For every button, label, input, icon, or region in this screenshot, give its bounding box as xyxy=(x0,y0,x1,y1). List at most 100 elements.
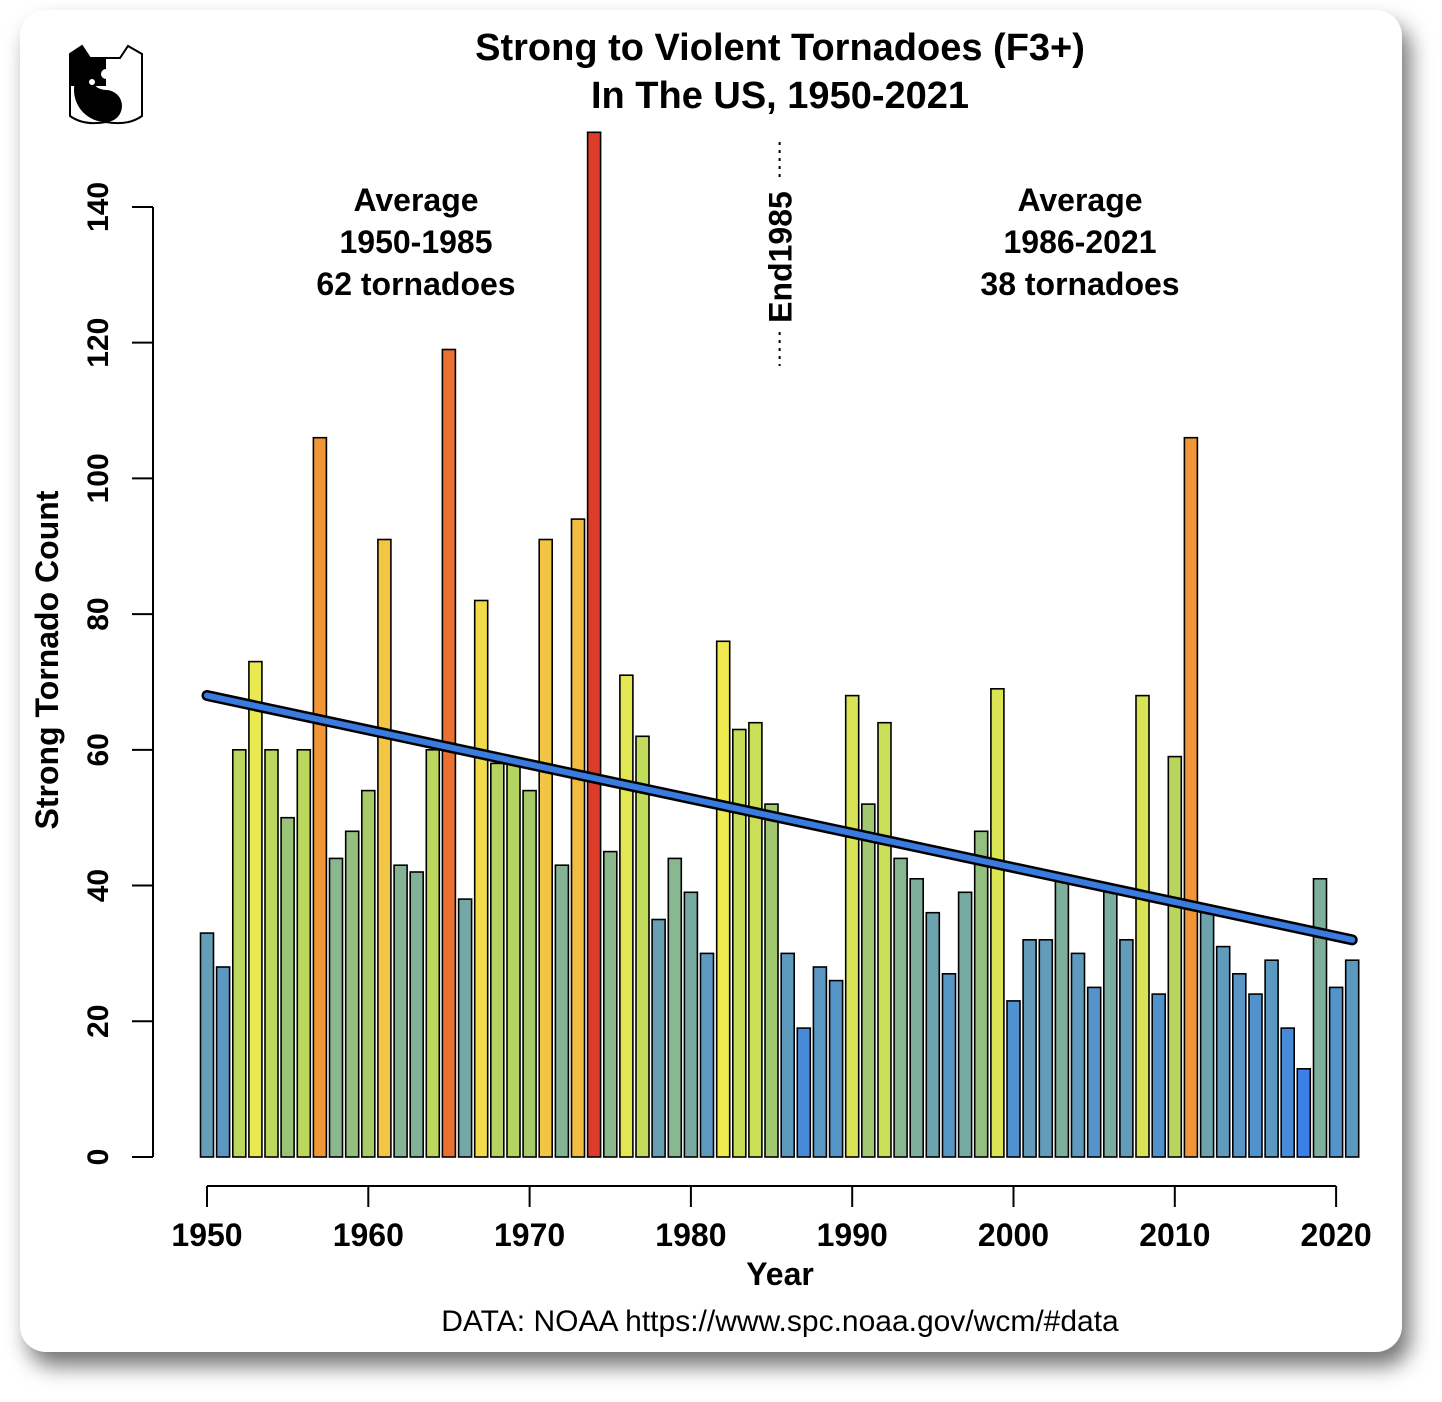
bar-2012 xyxy=(1199,911,1215,1158)
bar-1953 xyxy=(248,660,263,1158)
x-tick-label-1950: 1950 xyxy=(171,1217,242,1253)
bar-1994 xyxy=(909,877,925,1158)
y-tick-label-0: 0 xyxy=(82,1149,115,1166)
right-avg-line3: 38 tornadoes xyxy=(980,266,1179,302)
bar-2013 xyxy=(1215,945,1231,1158)
bars-group xyxy=(199,131,1360,1158)
bar-1997 xyxy=(957,891,973,1158)
bar-1980 xyxy=(683,891,699,1158)
bar-2020 xyxy=(1328,986,1344,1158)
bar-1977 xyxy=(635,735,650,1158)
bar-1955 xyxy=(280,816,295,1158)
bar-2008 xyxy=(1135,694,1150,1158)
trend-line xyxy=(204,692,1356,943)
y-tick-label-20: 20 xyxy=(82,1005,115,1038)
bar-1960 xyxy=(360,789,376,1158)
y-ticks: 0 20 40 60 80 100 120 140 xyxy=(82,182,153,1165)
y-tick-label-120: 120 xyxy=(82,318,115,368)
trend-line-group xyxy=(201,690,1358,946)
bar-1970 xyxy=(522,789,537,1158)
y-tick-label-40: 40 xyxy=(82,869,115,902)
bar-1986 xyxy=(780,952,796,1158)
bar-1985 xyxy=(764,803,779,1158)
chart-card: Strong to Violent Tornadoes (F3+) In The… xyxy=(20,10,1402,1352)
bar-2018 xyxy=(1296,1068,1312,1158)
bar-2009 xyxy=(1151,993,1166,1158)
right-avg-line2: 1986-2021 xyxy=(1003,224,1156,260)
bar-1984 xyxy=(748,721,763,1158)
bar-1964 xyxy=(425,748,441,1158)
bar-1962 xyxy=(393,864,408,1158)
x-tick-label-1980: 1980 xyxy=(655,1217,726,1253)
bar-1990 xyxy=(844,694,860,1158)
right-avg-line1: Average xyxy=(1017,182,1142,218)
bar-1993 xyxy=(893,857,908,1158)
x-tick-label-2000: 2000 xyxy=(978,1217,1049,1253)
bar-1988 xyxy=(812,966,828,1158)
bar-2000 xyxy=(1006,1000,1021,1158)
y-tick-label-140: 140 xyxy=(82,182,115,232)
bar-2006 xyxy=(1103,884,1118,1158)
bar-1952 xyxy=(232,748,247,1158)
y-tick-label-60: 60 xyxy=(82,733,115,766)
left-avg-line3: 62 tornadoes xyxy=(316,266,515,302)
bar-2003 xyxy=(1054,877,1070,1158)
x-tick-label-2020: 2020 xyxy=(1301,1217,1372,1253)
bar-1998 xyxy=(973,830,989,1158)
bar-2016 xyxy=(1264,959,1279,1158)
bar-2002 xyxy=(1038,938,1054,1158)
chart-title-line1: Strong to Violent Tornadoes (F3+) xyxy=(475,27,1085,69)
bar-1983 xyxy=(731,728,747,1158)
bar-1979 xyxy=(667,857,683,1158)
bar-2017 xyxy=(1280,1027,1295,1158)
bar-2004 xyxy=(1070,952,1086,1158)
bar-1968 xyxy=(489,762,505,1158)
left-avg-line2: 1950-1985 xyxy=(339,224,492,260)
logo-icon xyxy=(69,44,143,125)
bar-1957 xyxy=(312,436,328,1158)
chart-title-line2: In The US, 1950-2021 xyxy=(591,75,969,117)
bar-1978 xyxy=(651,918,666,1158)
left-avg-line1: Average xyxy=(353,182,478,218)
bar-1989 xyxy=(828,979,844,1158)
bar-2015 xyxy=(1248,993,1263,1158)
bar-1963 xyxy=(409,871,425,1158)
bar-1973 xyxy=(570,518,586,1158)
divider-label: End1985 xyxy=(763,191,799,323)
x-axis-label: Year xyxy=(746,1256,814,1292)
bar-2021 xyxy=(1344,959,1360,1158)
y-axis-label: Strong Tornado Count xyxy=(29,490,65,829)
x-tick-label-1960: 1960 xyxy=(333,1217,404,1253)
bar-1966 xyxy=(457,898,473,1158)
y-tick-label-80: 80 xyxy=(82,597,115,630)
bar-2011 xyxy=(1183,436,1199,1158)
bar-1967 xyxy=(473,599,489,1158)
bar-1969 xyxy=(506,762,521,1158)
bar-2014 xyxy=(1232,972,1247,1158)
bar-1996 xyxy=(941,972,957,1158)
bar-1992 xyxy=(877,721,892,1158)
bar-1976 xyxy=(619,674,634,1158)
bar-1951 xyxy=(215,966,231,1158)
bar-1954 xyxy=(264,748,279,1158)
bar-1971 xyxy=(538,538,554,1158)
bar-1982 xyxy=(715,640,731,1158)
bar-1995 xyxy=(925,911,941,1158)
bar-1959 xyxy=(344,830,360,1158)
bar-2010 xyxy=(1167,755,1183,1158)
bar-2001 xyxy=(1022,938,1037,1158)
bar-2007 xyxy=(1119,938,1134,1158)
bar-1975 xyxy=(602,850,618,1158)
chart: Strong to Violent Tornadoes (F3+) In The… xyxy=(29,27,1372,1338)
bar-2005 xyxy=(1086,986,1102,1158)
bar-1981 xyxy=(699,952,715,1158)
bar-1961 xyxy=(377,538,392,1158)
y-tick-label-100: 100 xyxy=(82,453,115,503)
x-tick-label-2010: 2010 xyxy=(1139,1217,1210,1253)
x-ticks: 1950 1960 1970 1980 1990 2000 2010 2020 xyxy=(171,1186,1372,1253)
x-tick-label-1990: 1990 xyxy=(817,1217,888,1253)
bar-1987 xyxy=(796,1027,812,1158)
bar-1991 xyxy=(860,803,876,1158)
data-source: DATA: NOAA https://www.spc.noaa.gov/wcm/… xyxy=(441,1305,1119,1338)
bar-1950 xyxy=(199,932,215,1158)
